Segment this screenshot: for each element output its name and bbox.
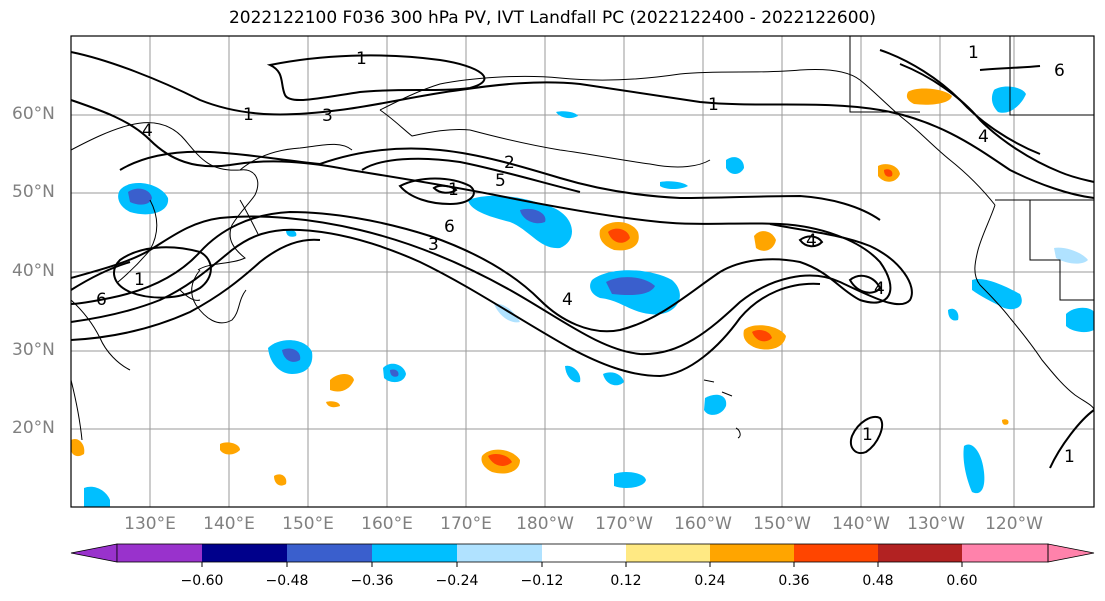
contour-label: 1 xyxy=(862,425,873,445)
colorbar-tick-label: 0.48 xyxy=(862,573,894,589)
contour-label-group: 1 1 1 3 4 2 5 6 3 4 6 1 1 6 4 4 1 1 4 1 xyxy=(96,43,1075,467)
lon-label: 170°W xyxy=(595,514,653,534)
colorbar-extend-high xyxy=(1047,543,1095,563)
contour-label: 1 xyxy=(243,105,254,125)
colorbar-bin xyxy=(287,544,372,562)
contour-label: 6 xyxy=(444,217,455,237)
lon-label: 150°W xyxy=(753,514,811,534)
contour-label: 1 xyxy=(448,180,459,200)
colorbar-tick-label: 0.60 xyxy=(946,573,978,589)
colorbar-tick-label: −0.60 xyxy=(180,573,224,589)
colorbar-bin xyxy=(794,544,878,562)
lat-label-40n: 40°N xyxy=(12,261,55,281)
colorbar xyxy=(70,543,1095,567)
lon-label: 160°W xyxy=(674,514,732,534)
contour-label: 4 xyxy=(806,231,817,251)
lon-label: 130°W xyxy=(907,514,965,534)
colorbar-tick-label: −0.48 xyxy=(265,573,309,589)
colorbar-bin xyxy=(878,544,962,562)
lat-label-60n: 60°N xyxy=(12,104,55,124)
colorbar-tick-label: −0.12 xyxy=(520,573,564,589)
lat-label-30n: 30°N xyxy=(12,340,55,360)
colorbar-extend-low xyxy=(70,543,118,563)
lat-label-50n: 50°N xyxy=(12,182,55,202)
contour-label: 1 xyxy=(356,49,367,69)
pv-contours xyxy=(70,49,1095,469)
colorbar-tick-label: 0.24 xyxy=(694,573,726,589)
lon-label: 160°E xyxy=(361,514,413,534)
map-title: 2022122100 F036 300 hPa PV, IVT Landfall… xyxy=(228,8,876,28)
colorbar-bin xyxy=(626,544,710,562)
lat-label-20n: 20°N xyxy=(12,418,55,438)
contour-label: 4 xyxy=(142,121,153,141)
contour-label: 3 xyxy=(322,106,333,126)
lon-label: 130°E xyxy=(124,514,176,534)
lon-label: 140°E xyxy=(203,514,255,534)
contour-label: 5 xyxy=(495,171,506,191)
colorbar-bin xyxy=(962,544,1048,562)
lon-label: 170°E xyxy=(440,514,492,534)
pv-positive-patches xyxy=(71,88,1009,486)
contour-label: 6 xyxy=(96,290,107,310)
colorbar-tick-label: −0.24 xyxy=(435,573,479,589)
contour-label: 4 xyxy=(874,279,885,299)
contour-label: 1 xyxy=(1064,447,1075,467)
colorbar-tick-label: 0.36 xyxy=(778,573,810,589)
map-frame xyxy=(70,35,1095,508)
colorbar-bin xyxy=(202,544,287,562)
colorbar-tick-label: 0.12 xyxy=(610,573,642,589)
colorbar-bin xyxy=(117,544,202,562)
contour-label: 2 xyxy=(504,153,515,173)
contour-label: 3 xyxy=(428,235,439,255)
contour-label: 4 xyxy=(978,127,989,147)
contour-label: 1 xyxy=(708,95,719,115)
contour-label: 1 xyxy=(134,270,145,290)
lon-label: 120°W xyxy=(985,514,1043,534)
colorbar-bin xyxy=(542,544,626,562)
colorbar-outline xyxy=(116,543,1049,563)
lon-label: 140°W xyxy=(832,514,890,534)
pv-negative-patches xyxy=(84,86,1094,507)
colorbar-bin xyxy=(372,544,457,562)
lon-label: 150°E xyxy=(282,514,334,534)
lon-label: 180°W xyxy=(516,514,574,534)
contour-label: 6 xyxy=(1054,61,1065,81)
colorbar-tick-label: −0.36 xyxy=(350,573,394,589)
contour-label: 4 xyxy=(562,290,573,310)
colorbar-bin xyxy=(710,544,794,562)
colorbar-bin xyxy=(457,544,542,562)
contour-label: 1 xyxy=(968,43,979,63)
